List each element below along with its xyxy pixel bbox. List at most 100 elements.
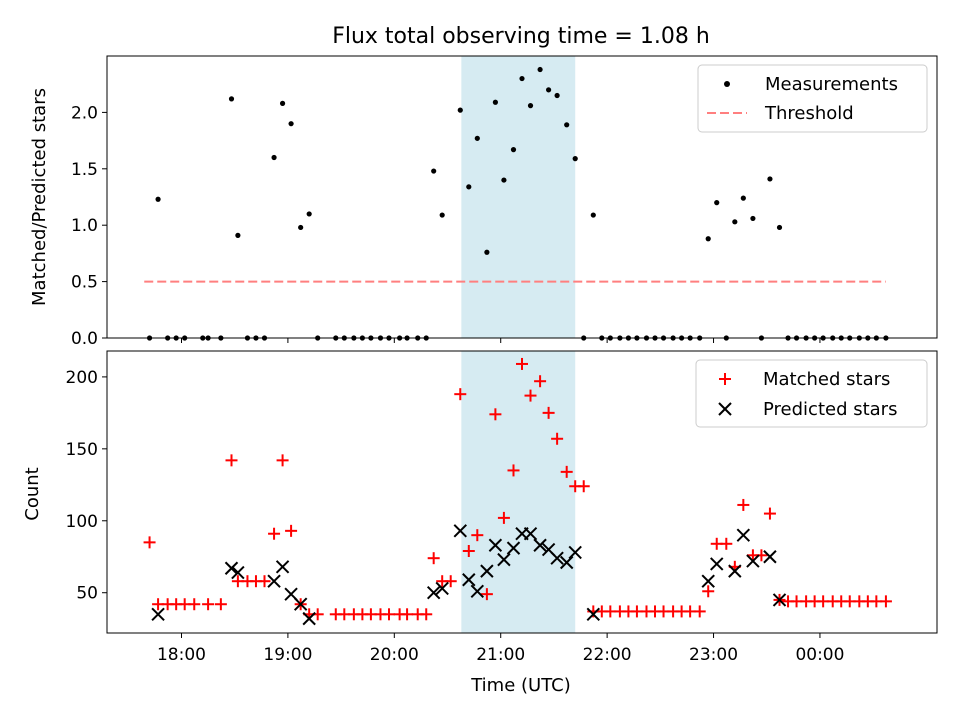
- predicted-star-marker-b: [533, 538, 547, 552]
- x-tick-label: 19:00: [263, 645, 312, 665]
- measurement-point: [288, 121, 294, 127]
- measurement-point: [466, 184, 472, 190]
- matched-star-point: [737, 498, 750, 511]
- predicted-star-point: [728, 564, 742, 578]
- top-y-tick-label: 1.0: [71, 216, 98, 236]
- measurement-point: [776, 224, 783, 231]
- legend-matched-marker: [719, 373, 731, 385]
- x-axis-label: Time (UTC): [470, 675, 571, 696]
- measurement-point: [306, 211, 312, 217]
- measurement-point: [537, 66, 543, 73]
- predicted-star-marker-b: [746, 554, 760, 568]
- measurement-point: [527, 103, 534, 109]
- measurement-point: [510, 147, 517, 153]
- matched-star-point: [542, 406, 555, 419]
- measurement-point: [705, 236, 711, 242]
- predicted-star-point: [550, 551, 564, 565]
- measurement-point: [492, 99, 498, 105]
- measurement-point: [484, 249, 490, 255]
- measurement-point: [564, 122, 570, 128]
- predicted-star-point: [480, 564, 494, 578]
- measurement-point: [572, 156, 578, 162]
- predicted-star-marker-b: [470, 584, 485, 598]
- measurement-point: [431, 168, 437, 174]
- measurement-point: [439, 212, 445, 218]
- observing-window-shade-bottom: [461, 351, 576, 633]
- measurement-point: [271, 154, 277, 161]
- measurement-point: [298, 224, 304, 231]
- predicted-star-marker-b: [497, 552, 511, 567]
- predicted-star-marker-b: [488, 538, 503, 552]
- predicted-star-marker-b: [763, 550, 777, 564]
- top-y-tick-label: 0.5: [71, 273, 98, 293]
- predicted-star-marker-b: [302, 611, 316, 626]
- top-y-tick-label: 1.5: [71, 160, 98, 180]
- predicted-star-marker-b: [426, 586, 441, 600]
- predicted-star-marker-b: [586, 607, 601, 622]
- top-y-axis-ticks: 0.0 0.5 1.0 1.5 2.0: [71, 103, 107, 349]
- predicted-star-point: [293, 597, 308, 611]
- matched-star-point: [462, 544, 475, 557]
- top-panel: 0.00.51.01.52.0 Matched/Predicted stars …: [29, 55, 938, 349]
- measurement-point: [474, 135, 480, 141]
- matched-star-point: [268, 527, 281, 540]
- matched-star-point: [507, 464, 520, 477]
- measurement-point: [279, 100, 286, 106]
- predicted-star-point: [736, 528, 751, 542]
- predicted-star-point: [224, 561, 239, 575]
- predicted-star-marker-b: [284, 587, 298, 601]
- predicted-star-point: [267, 574, 281, 588]
- predicted-star-marker-b: [701, 574, 715, 588]
- measurement-point: [714, 200, 720, 206]
- predicted-star-point: [763, 550, 777, 564]
- predicted-star-point: [533, 538, 547, 552]
- matched-star-point: [427, 552, 440, 565]
- top-x-axis-ticks: [180, 338, 821, 343]
- legend-measurements-marker: [724, 81, 730, 87]
- matched-star-point: [401, 608, 414, 621]
- matched-star-point: [444, 575, 457, 588]
- matched-star-point: [879, 595, 892, 608]
- matched-star-point: [524, 389, 537, 402]
- matched-star-point: [214, 598, 227, 611]
- top-y-tick-label: 2.0: [71, 103, 98, 123]
- matched-star-point: [534, 375, 547, 388]
- predicted-star-point: [710, 557, 724, 571]
- legend-threshold-label: Threshold: [764, 103, 854, 124]
- predicted-star-point: [462, 573, 476, 587]
- measurement-point: [767, 176, 773, 182]
- predicted-star-point: [435, 581, 449, 596]
- bottom-legend: Matched stars Predicted stars: [695, 359, 928, 428]
- predicted-star-point: [568, 545, 582, 560]
- measurement-point: [590, 212, 596, 218]
- predicted-star-point: [151, 607, 165, 622]
- predicted-star-marker-b: [568, 545, 582, 560]
- matched-star-point: [720, 537, 733, 550]
- predicted-star-marker-b: [736, 528, 751, 542]
- measurement-point: [732, 219, 738, 225]
- predicted-star-point: [275, 560, 290, 574]
- measurement-point: [235, 232, 241, 238]
- predicted-star-point: [701, 574, 715, 588]
- predicted-star-marker-b: [267, 574, 281, 588]
- matched-stars-points: [143, 357, 892, 621]
- measurement-point: [519, 75, 525, 82]
- matched-star-point: [702, 585, 715, 598]
- predicted-star-marker-b: [224, 561, 239, 575]
- bottom-x-axis-ticks: 18:00 19:00 20:00 21:00 22:00 23:00 00:00: [157, 633, 844, 665]
- predicted-star-point: [746, 554, 760, 568]
- predicted-star-marker-b: [453, 524, 467, 538]
- x-tick-label: 22:00: [583, 645, 632, 665]
- x-tick-label: 20:00: [370, 645, 419, 665]
- measurement-point: [457, 107, 463, 113]
- predicted-star-point: [506, 541, 521, 555]
- top-plot-frame: [106, 55, 938, 339]
- predicted-star-point: [453, 524, 467, 538]
- measurement-point: [155, 196, 161, 202]
- legend-predicted-label: Predicted stars: [763, 399, 897, 420]
- top-y-tick-label: 0.0: [71, 329, 98, 349]
- predicted-star-marker-b: [480, 564, 494, 578]
- measurement-point: [501, 177, 507, 183]
- observing-window-shade-top: [461, 56, 576, 338]
- predicted-star-point: [497, 552, 511, 567]
